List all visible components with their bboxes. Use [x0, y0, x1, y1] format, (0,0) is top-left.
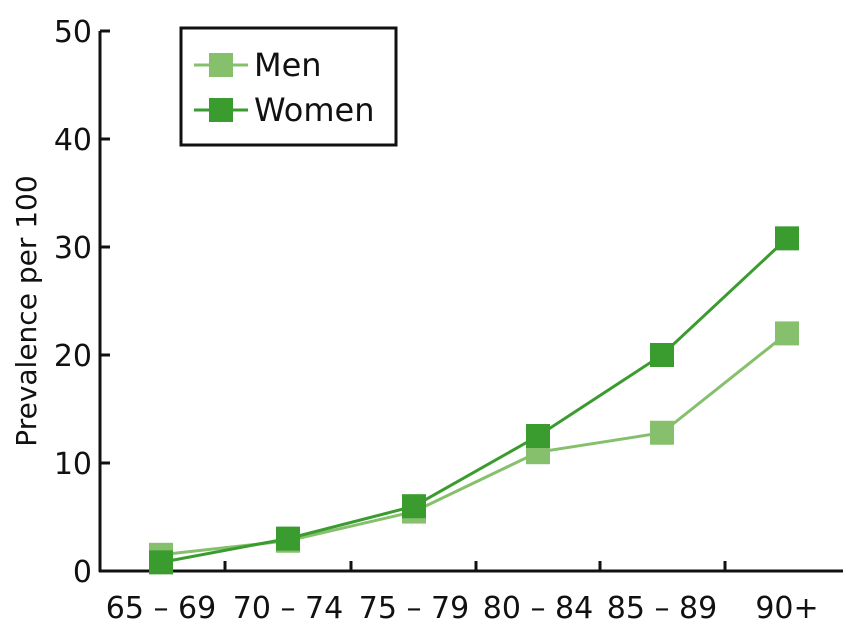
- data-point: [276, 526, 300, 551]
- series-layer: [149, 226, 799, 575]
- series-women: [149, 226, 799, 575]
- data-point: [775, 321, 799, 346]
- series-line: [160, 237, 789, 564]
- legend-item-women: Women: [194, 91, 374, 129]
- legend-box: [179, 26, 398, 147]
- data-point: [775, 226, 799, 251]
- x-tick-label: 70 – 74: [233, 591, 343, 626]
- data-point: [402, 494, 426, 519]
- x-axis-ticks: 65 – 69 70 – 74 75 – 79 80 – 84 85 – 89 90+: [106, 561, 819, 626]
- data-point: [149, 550, 173, 575]
- x-tick-label: 90+: [755, 591, 818, 626]
- y-axis-label: Prevalence per 100: [10, 175, 43, 446]
- y-tick-label: 0: [73, 555, 92, 590]
- y-tick-label: 30: [54, 231, 92, 266]
- legend-item-men: Men: [194, 46, 322, 84]
- series-men: [149, 321, 799, 567]
- y-tick-label: 20: [54, 339, 92, 374]
- data-point: [526, 424, 550, 448]
- x-tick-label: 85 – 89: [607, 591, 717, 626]
- legend: Men Women: [179, 26, 398, 147]
- x-tick-label: 75 – 79: [359, 591, 469, 626]
- data-point: [650, 420, 674, 445]
- legend-marker: [209, 98, 233, 122]
- y-tick-label: 50: [54, 15, 92, 50]
- y-tick-label: 10: [54, 447, 92, 482]
- y-tick-label: 40: [54, 123, 92, 158]
- axes: [98, 31, 843, 573]
- data-point: [650, 343, 674, 367]
- legend-label: Men: [254, 46, 322, 84]
- legend-label: Women: [254, 91, 374, 129]
- y-axis-ticks: 0 10 20 30 40 50: [54, 15, 110, 590]
- x-tick-label: 65 – 69: [106, 591, 216, 626]
- x-tick-label: 80 – 84: [483, 591, 593, 626]
- series-line: [160, 332, 788, 557]
- legend-marker: [209, 53, 233, 77]
